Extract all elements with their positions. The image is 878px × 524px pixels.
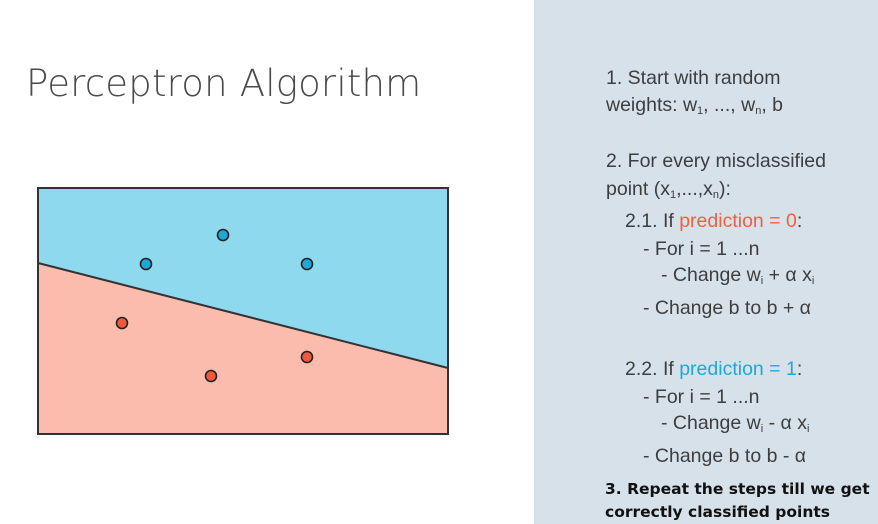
subscript: i — [811, 275, 815, 287]
red-point — [204, 369, 218, 383]
highlight-prediction-0: prediction = 0 — [679, 210, 797, 232]
text: , ..., w — [703, 94, 756, 116]
text: weights: w — [606, 94, 698, 116]
step-2-2-for: - For i = 1 ...n — [643, 386, 760, 408]
red-point — [115, 316, 129, 330]
text: + α x — [763, 264, 812, 286]
decision-boundary — [37, 262, 449, 369]
text: - Change w — [661, 412, 761, 434]
classification-diagram — [37, 187, 449, 435]
step-1-line-1: 1. Start with random — [606, 67, 781, 89]
text: - Change w — [661, 264, 761, 286]
plot-border — [37, 187, 449, 435]
step-2-line-2: point (x1,...,xn): — [606, 178, 731, 201]
algorithm-steps-panel: 1. Start with random weights: w1, ..., w… — [534, 0, 878, 524]
subscript: n — [712, 189, 720, 201]
text: point (x — [606, 178, 670, 200]
text: , b — [761, 94, 783, 116]
red-point — [300, 350, 314, 364]
text: : — [796, 210, 803, 232]
step-3-line-1: 3. Repeat the steps till we get — [605, 480, 870, 498]
subscript: i — [760, 275, 764, 287]
text: : — [796, 358, 803, 380]
step-2-2-condition: 2.2. If prediction = 1: — [625, 358, 803, 380]
step-2-1-for: - For i = 1 ...n — [643, 238, 760, 260]
blue-point — [216, 228, 230, 242]
text: 2.1. If — [625, 210, 680, 232]
page-title: Perceptron Algorithm — [26, 62, 422, 105]
step-3-line-2: correctly classified points — [605, 503, 830, 521]
step-2-1-condition: 2.1. If prediction = 0: — [625, 210, 803, 232]
blue-point — [139, 257, 153, 271]
subscript: 1 — [697, 105, 704, 117]
highlight-prediction-1: prediction = 1 — [679, 358, 797, 380]
text: ,...,x — [676, 178, 713, 200]
step-1-line-2: weights: w1, ..., wn, b — [606, 94, 783, 117]
step-2-2-change-w: - Change wi - α xi — [661, 412, 810, 435]
text: 2.2. If — [625, 358, 680, 380]
step-2-1-change-b: - Change b to b + α — [643, 297, 811, 319]
subscript: i — [806, 423, 810, 435]
text: - α x — [763, 412, 807, 434]
step-2-2-change-b: - Change b to b - α — [643, 445, 807, 467]
subscript: 1 — [669, 189, 677, 201]
step-2-1-change-w: - Change wi + α xi — [661, 264, 815, 287]
subscript: i — [760, 423, 764, 435]
text: ): — [719, 178, 731, 200]
region-below-line — [38, 263, 448, 434]
subscript: n — [755, 105, 762, 117]
step-2-line-1: 2. For every misclassified — [606, 150, 826, 172]
blue-point — [300, 257, 314, 271]
